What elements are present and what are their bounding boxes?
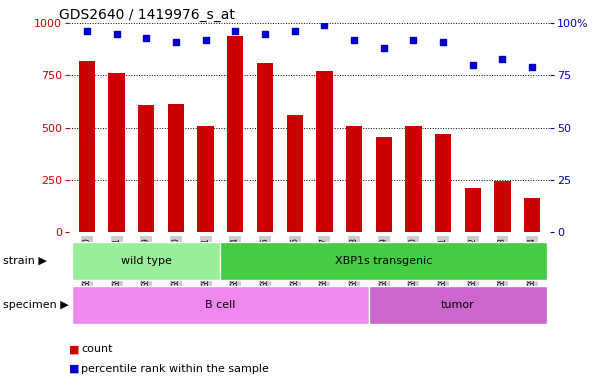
Bar xyxy=(79,61,95,232)
Point xyxy=(82,28,92,35)
Bar xyxy=(138,105,154,232)
Text: count: count xyxy=(81,344,112,354)
Bar xyxy=(465,189,481,232)
Point xyxy=(290,28,299,35)
Bar xyxy=(435,134,451,232)
Point xyxy=(201,37,210,43)
Point xyxy=(379,45,388,51)
Point xyxy=(171,39,181,45)
Text: tumor: tumor xyxy=(441,300,475,310)
Bar xyxy=(108,73,125,232)
Point xyxy=(527,64,537,70)
Point xyxy=(231,28,240,35)
Point xyxy=(112,30,121,36)
Text: percentile rank within the sample: percentile rank within the sample xyxy=(81,364,269,374)
Text: GDS2640 / 1419976_s_at: GDS2640 / 1419976_s_at xyxy=(59,8,236,22)
Bar xyxy=(346,126,362,232)
Bar xyxy=(376,137,392,232)
Point xyxy=(498,56,507,62)
Text: XBP1s transgenic: XBP1s transgenic xyxy=(335,256,432,266)
Bar xyxy=(524,198,540,232)
Text: ■: ■ xyxy=(69,344,79,354)
Point xyxy=(260,30,270,36)
Bar xyxy=(198,126,214,232)
Text: wild type: wild type xyxy=(121,256,172,266)
Point xyxy=(320,22,329,28)
Text: specimen ▶: specimen ▶ xyxy=(3,300,69,310)
Point xyxy=(409,37,418,43)
Text: B cell: B cell xyxy=(206,300,236,310)
Bar xyxy=(257,63,273,232)
Bar xyxy=(227,36,243,232)
Text: strain ▶: strain ▶ xyxy=(3,256,47,266)
Bar xyxy=(316,71,332,232)
Point xyxy=(438,39,448,45)
Bar xyxy=(405,126,421,232)
Point xyxy=(141,35,151,41)
Bar xyxy=(168,104,184,232)
Point xyxy=(468,62,478,68)
Bar xyxy=(494,181,511,232)
Text: ■: ■ xyxy=(69,364,79,374)
Point xyxy=(349,37,359,43)
Bar xyxy=(287,115,303,232)
